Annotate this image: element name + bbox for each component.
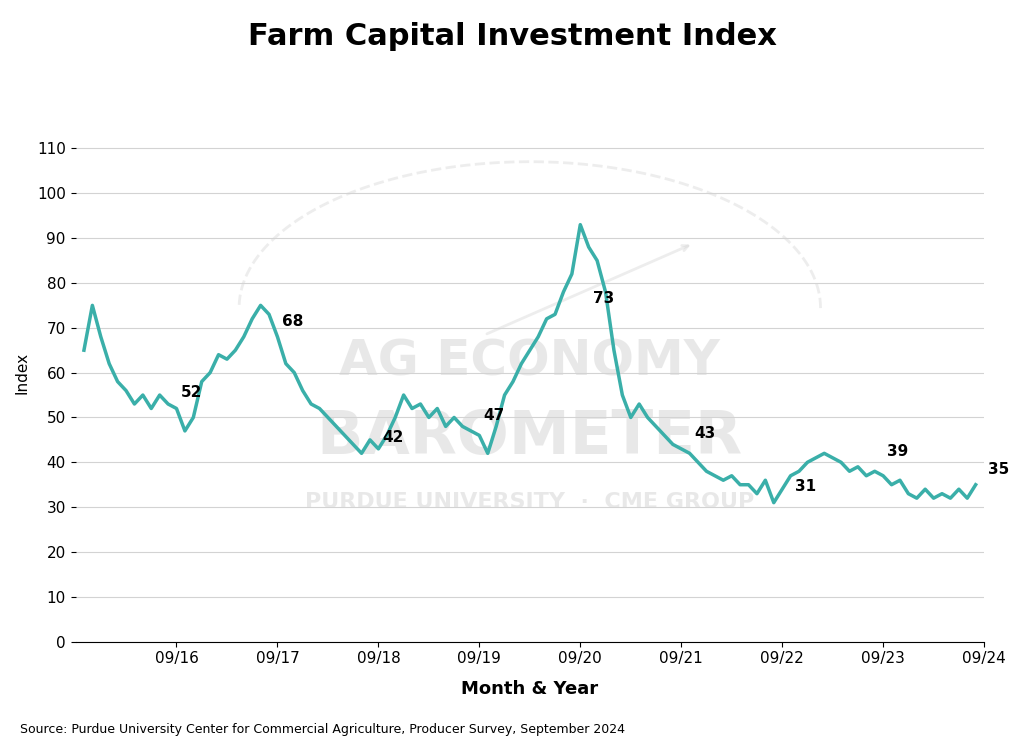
Text: AG ECONOMY: AG ECONOMY <box>339 338 720 386</box>
Text: 35: 35 <box>988 461 1010 476</box>
Text: 39: 39 <box>888 444 908 458</box>
Text: PURDUE UNIVERSITY  ·  CME GROUP: PURDUE UNIVERSITY · CME GROUP <box>305 492 755 512</box>
Text: 73: 73 <box>593 291 614 306</box>
Y-axis label: Index: Index <box>15 351 30 394</box>
Text: Source: Purdue University Center for Commercial Agriculture, Producer Survey, Se: Source: Purdue University Center for Com… <box>20 723 626 736</box>
Text: 43: 43 <box>694 426 715 441</box>
Text: 47: 47 <box>483 408 505 423</box>
X-axis label: Month & Year: Month & Year <box>461 681 598 698</box>
Text: 42: 42 <box>383 430 403 445</box>
Text: 31: 31 <box>795 479 816 494</box>
Text: BAROMETER: BAROMETER <box>316 408 742 467</box>
Text: 52: 52 <box>180 386 202 400</box>
Text: Farm Capital Investment Index: Farm Capital Investment Index <box>248 22 776 51</box>
Text: 68: 68 <box>282 314 303 328</box>
